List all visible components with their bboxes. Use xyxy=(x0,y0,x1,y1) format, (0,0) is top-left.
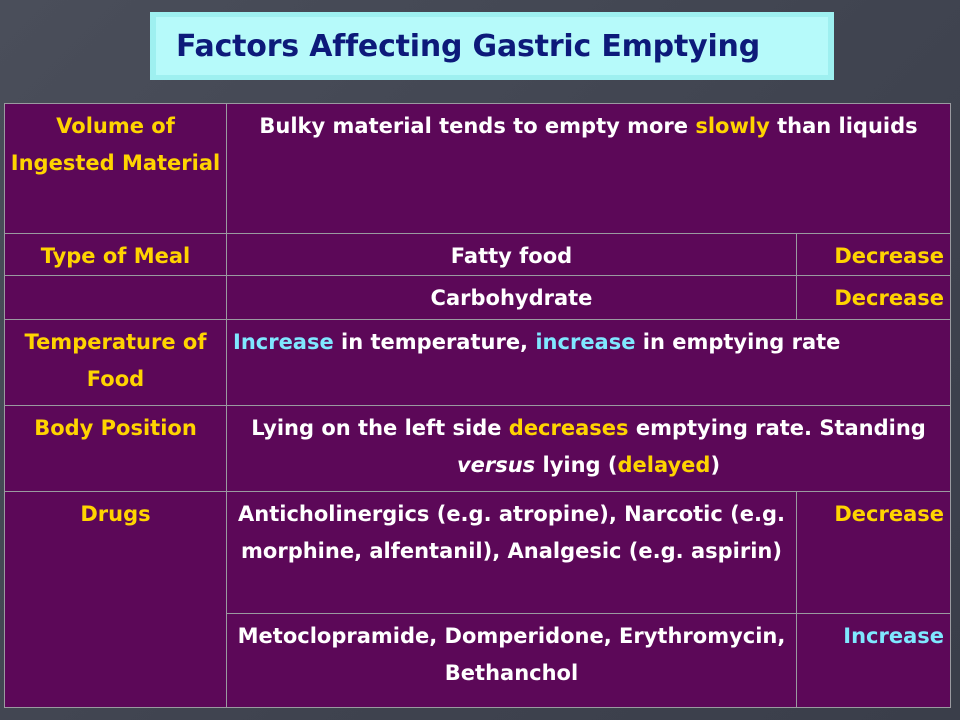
item-cell-drugs-decrease: Anticholinergics (e.g. atropine), Narcot… xyxy=(226,491,797,614)
table-row-meal-carb: Carbohydrate Decrease xyxy=(4,275,952,320)
table-row-meal-fat: Type of Meal Fatty food Decrease xyxy=(4,233,952,276)
description-cell-temperature: Increase in temperature, increase in emp… xyxy=(225,319,952,406)
item-cell-drugs-increase: Metoclopramide, Domperidone, Erythromyci… xyxy=(226,613,797,708)
factor-cell-empty xyxy=(4,275,227,320)
title-banner: Factors Affecting Gastric Emptying xyxy=(150,12,834,80)
factor-cell-drugs: Drugs xyxy=(4,491,227,708)
table-row-drugs-a: Drugs Anticholinergics (e.g. atropine), … xyxy=(4,491,952,708)
page-title: Factors Affecting Gastric Emptying xyxy=(176,28,760,64)
posture-desc-part-2: emptying rate. Standing xyxy=(628,416,926,440)
table-row-drugs-b: Metoclopramide, Domperidone, Erythromyci… xyxy=(5,613,952,708)
volume-desc-part-2: than liquids xyxy=(769,114,918,138)
factor-cell-body-position: Body Position xyxy=(4,405,227,492)
posture-desc-highlight-delayed: delayed xyxy=(617,453,711,477)
factors-table-container: Volume of Ingested Material Bulky materi… xyxy=(4,103,952,708)
temperature-desc-part-2: in emptying rate xyxy=(635,330,841,354)
effect-cell-carbohydrate: Decrease xyxy=(795,275,952,320)
posture-desc-part-1: Lying on the left side xyxy=(251,416,509,440)
item-cell-fatty-food: Fatty food xyxy=(226,233,797,276)
item-cell-carbohydrate: Carbohydrate xyxy=(226,275,797,320)
volume-desc-highlight-slowly: slowly xyxy=(695,114,770,138)
temperature-desc-part-1: in temperature, xyxy=(333,330,536,354)
posture-desc-italic-versus: versus xyxy=(456,453,536,477)
volume-desc-part-1: Bulky material tends to empty more xyxy=(259,114,696,138)
effect-cell-fatty-food: Decrease xyxy=(795,233,952,276)
table-row-temperature: Temperature of Food Increase in temperat… xyxy=(4,319,952,406)
title-banner-inner: Factors Affecting Gastric Emptying xyxy=(156,17,828,75)
table-row-volume: Volume of Ingested Material Bulky materi… xyxy=(4,103,952,234)
posture-desc-part-3: lying ( xyxy=(535,453,618,477)
description-cell-posture: Lying on the left side decreases emptyin… xyxy=(225,405,952,492)
factor-cell-meal-type: Type of Meal xyxy=(4,233,227,276)
effect-cell-drugs-decrease: Decrease xyxy=(795,491,952,614)
effect-cell-drugs-increase: Increase xyxy=(795,613,952,708)
factor-cell-volume: Volume of Ingested Material xyxy=(4,103,227,234)
temperature-desc-highlight-increase-2: increase xyxy=(535,330,636,354)
table-row-posture: Body Position Lying on the left side dec… xyxy=(4,405,952,492)
temperature-desc-highlight-increase-1: Increase xyxy=(233,330,334,354)
factor-cell-temperature: Temperature of Food xyxy=(4,319,227,406)
posture-desc-part-4: ) xyxy=(710,453,721,477)
factors-table: Volume of Ingested Material Bulky materi… xyxy=(4,103,952,708)
posture-desc-highlight-decreases: decreases xyxy=(508,416,629,440)
description-cell-volume: Bulky material tends to empty more slowl… xyxy=(225,103,952,234)
